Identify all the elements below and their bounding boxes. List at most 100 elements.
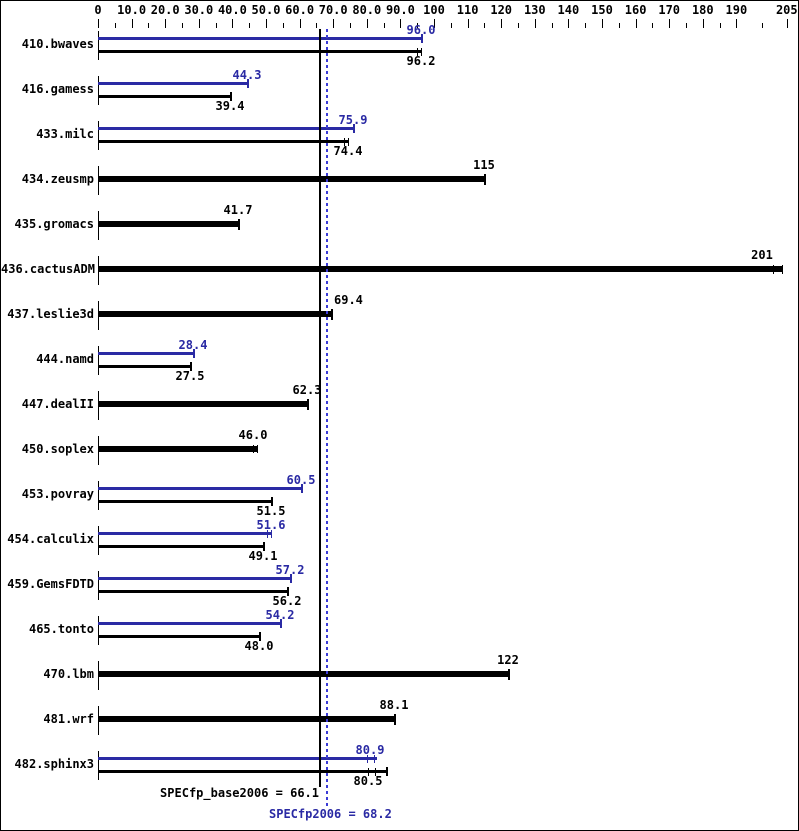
- axis-major-tick: [501, 19, 502, 28]
- single-bar-end-marker: [508, 669, 510, 680]
- base-bar: [98, 95, 230, 98]
- base-value-label: 51.5: [256, 504, 286, 518]
- axis-minor-tick: [720, 23, 721, 28]
- axis-minor-tick: [585, 23, 586, 28]
- peak-value-label: 54.2: [265, 608, 295, 622]
- benchmark-label: 436.cactusADM: [1, 262, 95, 276]
- benchmark-axis-tick: [98, 751, 99, 780]
- benchmark-label: 454.calculix: [7, 532, 94, 546]
- axis-minor-tick: [451, 23, 452, 28]
- single-bar-end-marker: [331, 309, 333, 320]
- axis-minor-tick: [686, 23, 687, 28]
- peak-bar: [98, 532, 271, 535]
- axis-tick-label: 150: [591, 3, 613, 17]
- benchmark-axis-tick: [98, 481, 99, 510]
- base-bar: [98, 635, 259, 638]
- base-bar-end-marker: [259, 632, 261, 641]
- axis-major-tick: [165, 19, 166, 28]
- axis-tick-label: 110: [456, 3, 479, 17]
- benchmark-label: 410.bwaves: [21, 37, 94, 51]
- axis-major-tick: [787, 19, 788, 28]
- base-bar-end-cap: [386, 767, 388, 776]
- peak-bar: [98, 352, 193, 355]
- peak-bar-end-marker: [193, 349, 195, 358]
- benchmark-label: 482.sphinx3: [14, 757, 94, 771]
- peak-bar-end-marker: [301, 484, 303, 493]
- axis-tick-label: 170: [658, 3, 681, 17]
- base-bar: [98, 365, 190, 368]
- base-bar-end-marker: [417, 48, 418, 56]
- axis-minor-tick: [283, 23, 284, 28]
- single-bar: [98, 716, 394, 722]
- axis-major-tick: [703, 19, 704, 28]
- benchmark-label: 434.zeusmp: [21, 172, 94, 186]
- axis-tick-label: 130: [523, 3, 546, 17]
- benchmark-label: 447.dealII: [21, 397, 94, 411]
- base-value-label: 27.5: [175, 369, 205, 383]
- benchmark-axis-tick: [98, 616, 99, 645]
- axis-major-tick: [434, 19, 435, 28]
- axis-minor-tick: [249, 23, 250, 28]
- benchmark-label: 459.GemsFDTD: [7, 577, 94, 591]
- axis-tick-label: 60.0: [285, 3, 315, 17]
- axis-minor-tick: [619, 23, 620, 28]
- peak-value-label: 57.2: [275, 563, 305, 577]
- axis-tick-label: 40.0: [217, 3, 247, 17]
- axis-tick-label: 180: [691, 3, 714, 17]
- peak-bar-end-marker: [290, 574, 292, 583]
- benchmark-axis-tick: [98, 121, 99, 150]
- axis-minor-tick: [350, 23, 351, 28]
- single-value-label: 88.1: [379, 698, 409, 712]
- base-value-label: 39.4: [215, 99, 245, 113]
- axis-tick-label: 90.0: [385, 3, 415, 17]
- single-value-label: 62.3: [292, 383, 322, 397]
- axis-major-tick: [367, 19, 368, 28]
- peak-bar-end-marker: [247, 79, 249, 88]
- benchmark-label: 416.gamess: [21, 82, 94, 96]
- single-bar: [98, 311, 331, 317]
- benchmark-label: 481.wrf: [43, 712, 94, 726]
- axis-tick-label: 120: [490, 3, 513, 17]
- axis-minor-tick: [384, 23, 385, 28]
- axis-minor-tick: [552, 23, 553, 28]
- peak-bar: [98, 127, 353, 130]
- axis-major-tick: [98, 19, 99, 28]
- single-bar: [98, 446, 257, 452]
- base-bar: [98, 500, 271, 503]
- single-bar-end-marker: [253, 445, 254, 453]
- benchmark-label: 453.povray: [21, 487, 94, 501]
- benchmark-axis-tick: [98, 346, 99, 375]
- single-bar: [98, 671, 508, 677]
- benchmark-label: 433.milc: [36, 127, 94, 141]
- peak-bar-end-marker: [421, 34, 423, 43]
- single-value-label: 122: [497, 653, 519, 667]
- benchmark-label: 465.tonto: [28, 622, 94, 636]
- benchmark-label: 437.leslie3d: [7, 307, 94, 321]
- peak-value-label: 44.3: [232, 68, 262, 82]
- base-bar: [98, 545, 263, 548]
- peak-bar: [98, 577, 290, 580]
- axis-tick-label: 70.0: [318, 3, 348, 17]
- base-mean-line: [319, 29, 321, 787]
- axis-major-tick: [669, 19, 670, 28]
- axis-tick-label: 100: [423, 3, 445, 17]
- single-bar-end-marker: [257, 445, 258, 453]
- axis-major-tick: [736, 19, 737, 28]
- axis-major-tick: [132, 19, 133, 28]
- single-value-label: 69.4: [334, 293, 363, 307]
- single-bar-end-marker: [782, 265, 783, 274]
- axis-minor-tick: [182, 23, 183, 28]
- base-bar: [98, 50, 421, 53]
- peak-value-label: 60.5: [286, 473, 316, 487]
- base-bar-end-marker: [348, 138, 349, 146]
- base-bar-end-marker: [344, 138, 345, 146]
- single-bar: [98, 221, 238, 227]
- base-bar-end-marker: [263, 542, 265, 551]
- peak-value-label: 80.9: [355, 743, 385, 757]
- peak-bar-end-marker: [271, 530, 272, 538]
- axis-major-tick: [300, 19, 301, 28]
- peak-value-label: 28.4: [178, 338, 208, 352]
- peak-value-label: 96.0: [406, 23, 436, 37]
- peak-bar-end-marker: [374, 755, 375, 763]
